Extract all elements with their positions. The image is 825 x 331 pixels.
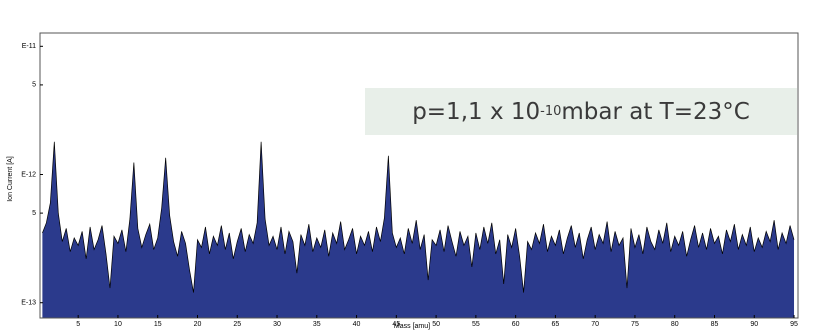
x-tick-label: 90 [750, 321, 758, 328]
x-tick-label: 10 [114, 321, 122, 328]
y-tick-label: 5 [32, 210, 36, 217]
x-tick-label: 25 [233, 321, 241, 328]
x-tick-label: 75 [631, 321, 639, 328]
x-tick-label: 50 [432, 321, 440, 328]
x-tick-label: 5 [76, 321, 80, 328]
x-tick-label: 35 [313, 321, 321, 328]
spectrum-area [42, 141, 795, 318]
annotation: p=1,1 x 10 -10 mbar at T=23°C [365, 88, 797, 135]
x-tick-label: 55 [472, 321, 480, 328]
annotation-text: p=1,1 x 10 [412, 98, 541, 125]
x-tick-label: 15 [154, 321, 162, 328]
spectrum-line [42, 141, 795, 293]
y-tick-label: E-13 [21, 300, 36, 307]
annotation-text: mbar at T=23°C [561, 98, 750, 125]
x-tick-label: 95 [790, 321, 798, 328]
y-axis-label: Ion Current [A] [7, 156, 14, 202]
x-tick-label: 80 [671, 321, 679, 328]
y-tick-label: E-11 [22, 43, 36, 50]
plot-frame [39, 32, 799, 319]
x-tick-label: 20 [194, 321, 202, 328]
y-tick-label: 5 [32, 82, 36, 89]
x-tick-label: 40 [353, 321, 361, 328]
x-tick-label: 85 [711, 321, 719, 328]
x-axis-label: Mass [amu] [394, 323, 430, 330]
annotation-exponent: -10 [540, 104, 562, 119]
x-tick-label: 30 [273, 321, 281, 328]
x-tick-label: 45 [392, 321, 400, 328]
x-tick-label: 70 [591, 321, 599, 328]
y-tick-label: E-12 [21, 171, 36, 178]
x-tick-label: 65 [552, 321, 560, 328]
x-tick-label: 60 [512, 321, 520, 328]
